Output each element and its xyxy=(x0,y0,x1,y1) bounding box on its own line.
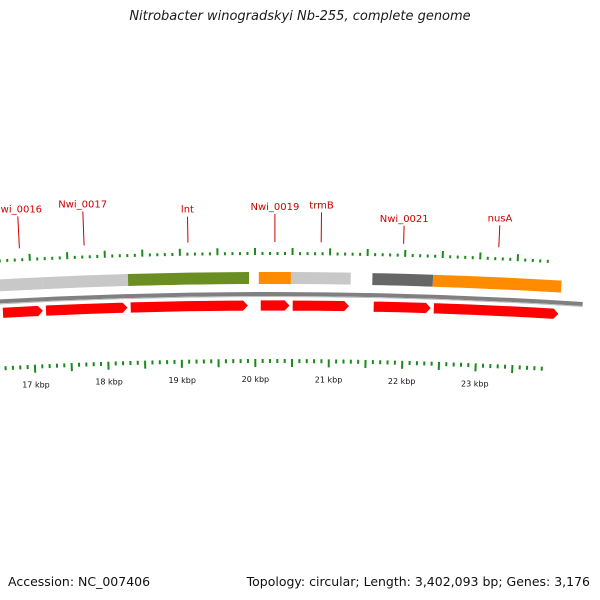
kbp-label: 22 kbp xyxy=(388,377,416,386)
chart-title: Nitrobacter winogradskyi Nb-255, complet… xyxy=(129,9,471,24)
gene-block-edge xyxy=(432,286,561,295)
kbp-label: 20 kbp xyxy=(242,375,270,384)
kbp-label: 21 kbp xyxy=(315,375,343,384)
gene-label-nusa: nusA xyxy=(488,213,513,224)
gene-block-lnt xyxy=(127,272,250,287)
kbp-label: 17 kbp xyxy=(22,381,50,390)
gene-label-pointers: Nwi_0016 Nwi_0017 lnt Nwi_0019 trmB Nwi_0021 n… xyxy=(0,200,513,249)
cds-arrow-ring xyxy=(0,299,560,320)
gene-block-nwi-0021 xyxy=(372,273,434,287)
gene-block-edge xyxy=(258,284,291,286)
cds-arrow-lnt xyxy=(129,299,249,314)
cds-arrow-nwi-0016 xyxy=(1,305,44,319)
gene-block-trmb xyxy=(290,272,351,285)
gene-label-nwi-0021: Nwi_0021 xyxy=(380,214,429,225)
cds-arrow-trmb xyxy=(291,299,351,312)
gene-block-edge xyxy=(372,285,433,289)
genome-summary-label: Topology: circular; Length: 3,402,093 bp… xyxy=(246,574,590,589)
gene-label-nwi-0016: Nwi_0016 xyxy=(0,204,42,215)
kbp-label: 23 kbp xyxy=(461,379,489,388)
accession-label: Accession: NC_007406 xyxy=(8,574,151,589)
gene-block-nusa xyxy=(432,274,562,293)
gene-block-edge xyxy=(0,289,44,293)
label-line-nwi-0017 xyxy=(82,211,85,246)
gene-block-nwi-0019 xyxy=(258,272,291,285)
gene-label-nwi-0017: Nwi_0017 xyxy=(58,200,107,211)
cds-arrow-nusa xyxy=(432,302,560,320)
genome-backbone xyxy=(0,292,583,307)
gene-label-lnt: lnt xyxy=(181,205,194,216)
gene-feature-ring xyxy=(0,272,562,295)
label-line-nusa xyxy=(498,225,501,248)
gene-label-nwi-0019: Nwi_0019 xyxy=(250,202,299,213)
gene-block-edge xyxy=(290,284,351,287)
inner-tick-ring xyxy=(0,248,549,263)
gene-block-nwi-0016 xyxy=(0,277,44,292)
label-line-nwi-0016 xyxy=(17,216,20,249)
gene-block-nwi-0017 xyxy=(42,274,129,290)
backbone-arc xyxy=(0,292,583,306)
kbp-label: 19 kbp xyxy=(168,376,196,385)
kbp-label: 18 kbp xyxy=(95,378,123,387)
cds-arrow-nwi-0017 xyxy=(44,301,129,317)
outer-tick-ring: 17 kbp 18 kbp 19 kbp 20 kbp 21 kbp 22 kbp 23 k… xyxy=(4,359,543,390)
gene-block-edge xyxy=(128,284,250,288)
cds-arrow-nwi-0019 xyxy=(259,299,291,312)
gene-label-trmb: trmB xyxy=(309,200,334,211)
cds-arrow-nwi-0021 xyxy=(372,300,432,314)
gene-block-edge xyxy=(43,286,129,291)
